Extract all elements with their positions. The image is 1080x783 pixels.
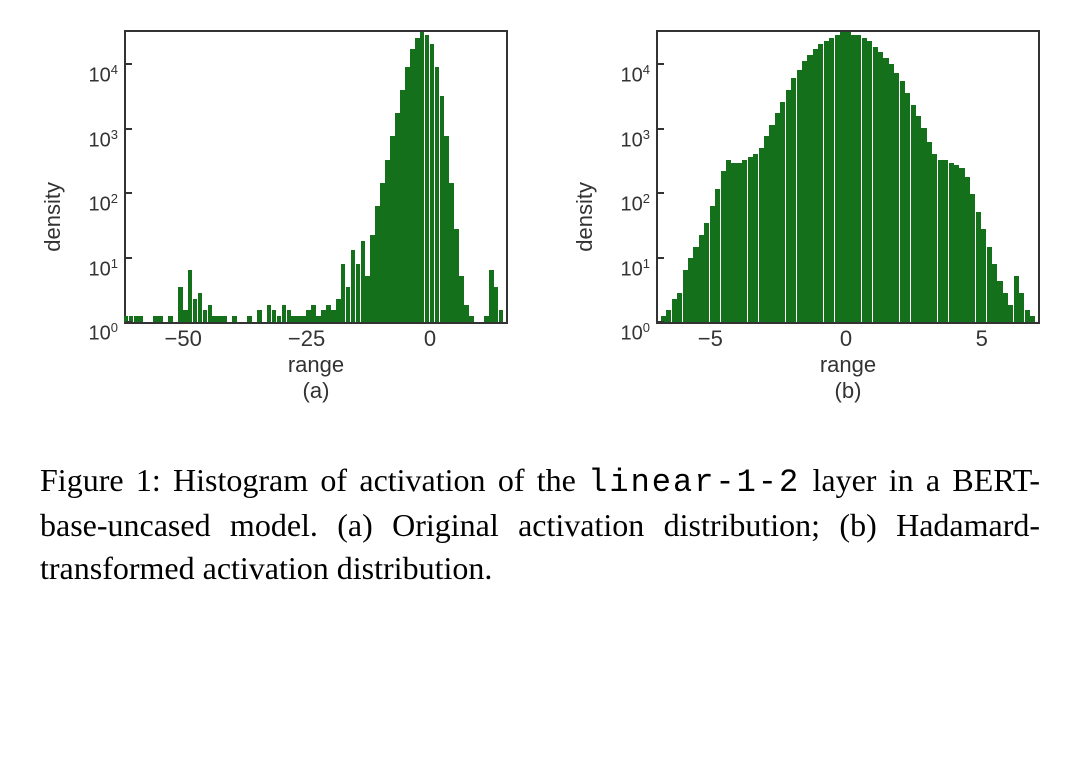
chart-a-wrapper: density 104103102101100 −50−250 range (a… — [40, 30, 508, 404]
chart-a-sublabel: (a) — [124, 378, 508, 404]
chart-a-xlabel: range — [124, 352, 508, 378]
chart-b-wrapper: density 104103102101100 −505 range (b) — [572, 30, 1040, 404]
chart-b-plot — [656, 30, 1040, 324]
chart-b-sublabel: (b) — [656, 378, 1040, 404]
chart-a-xticks: −50−250 — [124, 324, 504, 352]
chart-b-yticks: 104103102101100 — [604, 30, 656, 320]
chart-b-xticks: −505 — [656, 324, 1036, 352]
chart-b-xlabel: range — [656, 352, 1040, 378]
caption-prefix: Figure 1: Histogram of activation of the — [40, 462, 588, 498]
chart-b-ylabel: density — [572, 182, 598, 252]
chart-a-plot — [124, 30, 508, 324]
chart-a-ylabel: density — [40, 182, 66, 252]
charts-row: density 104103102101100 −50−250 range (a… — [40, 30, 1040, 404]
chart-a-yticks: 104103102101100 — [72, 30, 124, 320]
figure-caption: Figure 1: Histogram of activation of the… — [40, 459, 1040, 591]
caption-mono: linear-1-2 — [588, 464, 800, 501]
